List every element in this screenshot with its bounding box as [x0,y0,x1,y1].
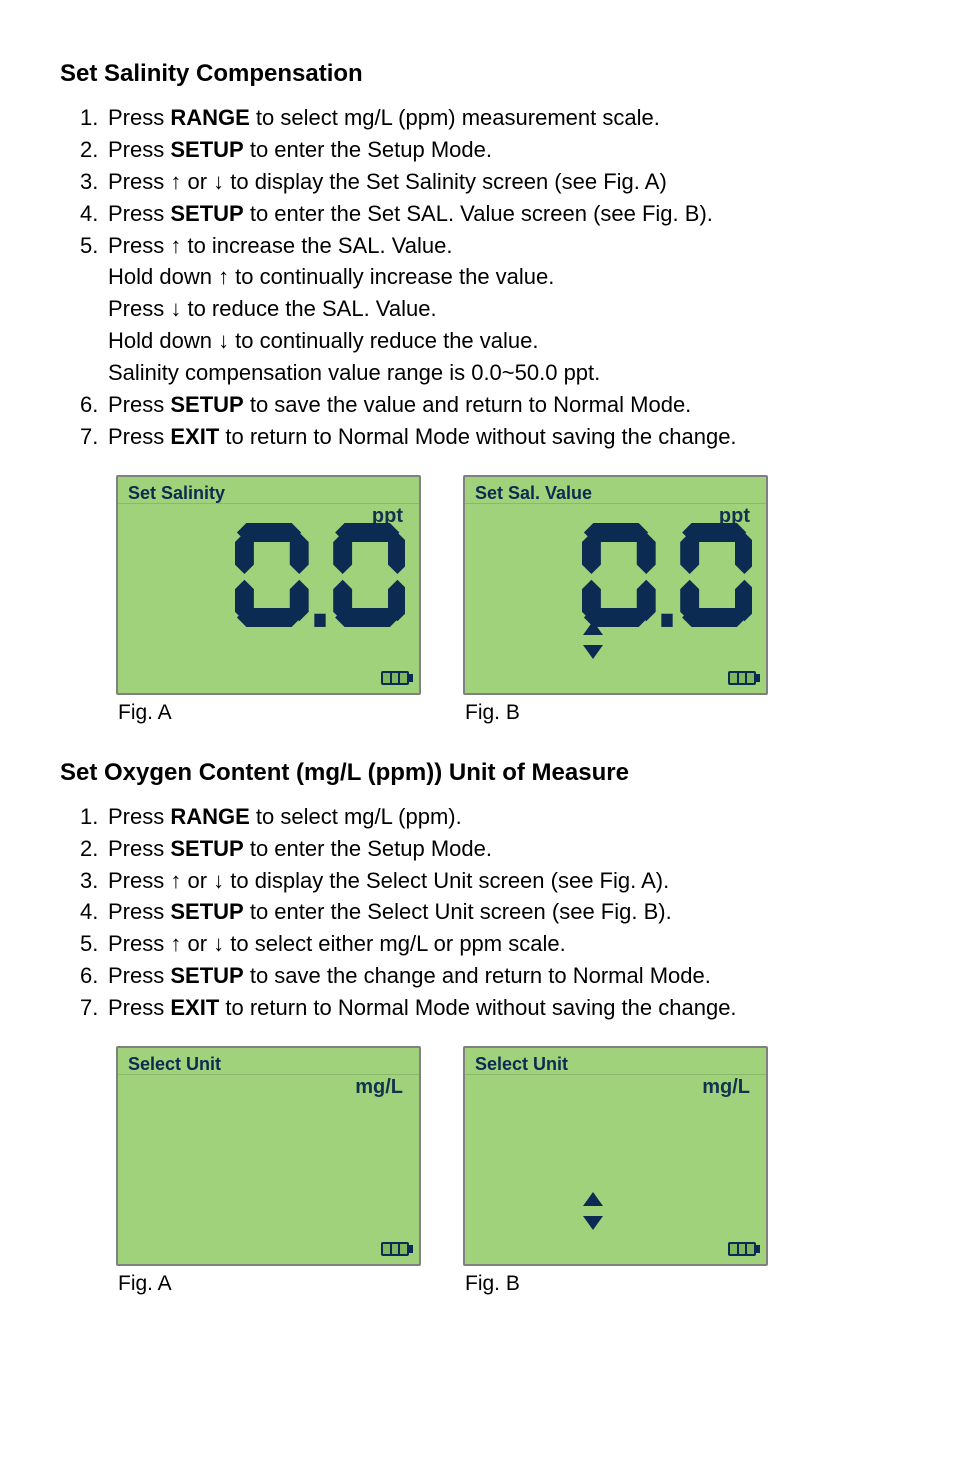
keyword: SETUP [170,137,243,162]
lcd-screen: Select Unit mg/L [463,1046,768,1266]
step-item: 1.Press RANGE to select mg/L (ppm). [80,801,894,833]
step-item: 1.Press RANGE to select mg/L (ppm) measu… [80,102,894,134]
lcd-title: Select Unit [475,1054,568,1075]
keyword: EXIT [170,424,219,449]
lcd-screen: Set Sal. Valueppt [463,475,768,695]
step-item: 2.Press SETUP to enter the Setup Mode. [80,134,894,166]
figure-block-a: Set Salinityppt Fig. A [116,475,421,725]
step-item: 5.Press ↑ to increase the SAL. Value. [80,230,894,262]
arrow-indicator-icon [583,621,603,659]
step-number: 2. [80,833,108,865]
step-text: Press SETUP to save the change and retur… [108,960,894,992]
step-number: 6. [80,960,108,992]
lcd-title: Set Salinity [128,483,225,504]
lcd-value [235,523,405,633]
step-item: 2.Press SETUP to enter the Setup Mode. [80,833,894,865]
keyword: RANGE [170,105,249,130]
step-text: Press EXIT to return to Normal Mode with… [108,992,894,1024]
lcd-unit: mg/L [702,1076,750,1099]
arrow-indicator [583,621,603,659]
step-text: Press SETUP to enter the Select Unit scr… [108,896,894,928]
battery-icon [381,671,409,685]
battery-icon [728,1242,756,1256]
step-number: 3. [80,166,108,198]
keyword: SETUP [170,836,243,861]
section-title: Set Oxygen Content (mg/L (ppm)) Unit of … [60,759,894,787]
step-text: Press SETUP to save the value and return… [108,389,894,421]
figure-caption: Fig. B [465,701,768,725]
step-subtext: Press ↓ to reduce the SAL. Value. [80,293,894,325]
steps-list-1: 1.Press RANGE to select mg/L (ppm) measu… [60,102,894,453]
step-text: Press SETUP to enter the Setup Mode. [108,833,894,865]
seven-segment-display [582,523,752,627]
figure-caption: Fig. A [118,701,421,725]
lcd-screen: Set Salinityppt [116,475,421,695]
step-text: Press ↑ or ↓ to select either mg/L or pp… [108,928,894,960]
step-text: Press SETUP to enter the Set SAL. Value … [108,198,894,230]
keyword: SETUP [170,899,243,924]
step-number: 5. [80,928,108,960]
step-number: 2. [80,134,108,166]
lcd-value [582,523,752,633]
step-number: 7. [80,992,108,1024]
step-item: 3.Press ↑ or ↓ to display the Set Salini… [80,166,894,198]
step-item: 6.Press SETUP to save the value and retu… [80,389,894,421]
lcd-unit: mg/L [355,1076,403,1099]
keyword: EXIT [170,995,219,1020]
keyword: SETUP [170,201,243,226]
battery-icon [728,671,756,685]
step-text: Press SETUP to enter the Setup Mode. [108,134,894,166]
step-item: 3.Press ↑ or ↓ to display the Select Uni… [80,865,894,897]
section-title: Set Salinity Compensation [60,60,894,88]
lcd-title: Select Unit [128,1054,221,1075]
step-number: 5. [80,230,108,262]
battery-icon [381,1242,409,1256]
step-item: 7.Press EXIT to return to Normal Mode wi… [80,992,894,1024]
step-number: 4. [80,198,108,230]
figure-block-a: Select Unit mg/L Fig. A [116,1046,421,1296]
figure-block-b: Set Sal. Valueppt Fig. B [463,475,768,725]
step-text: Press EXIT to return to Normal Mode with… [108,421,894,453]
figure-caption: Fig. A [118,1272,421,1296]
lcd-title: Set Sal. Value [475,483,592,504]
step-item: 4.Press SETUP to enter the Select Unit s… [80,896,894,928]
arrow-indicator [583,1192,603,1230]
step-text: Press RANGE to select mg/L (ppm) measure… [108,102,894,134]
keyword: SETUP [170,392,243,417]
step-item: 7.Press EXIT to return to Normal Mode wi… [80,421,894,453]
step-item: 6.Press SETUP to save the change and ret… [80,960,894,992]
step-text: Press ↑ to increase the SAL. Value. [108,230,894,262]
step-number: 4. [80,896,108,928]
step-item: 5.Press ↑ or ↓ to select either mg/L or … [80,928,894,960]
step-number: 1. [80,801,108,833]
figure-caption: Fig. B [465,1272,768,1296]
arrow-indicator-icon [583,1192,603,1230]
lcd-screen: Select Unit mg/L [116,1046,421,1266]
figure-row-2: Select Unit mg/L Fig. A Select Unit mg/L F… [60,1046,894,1296]
step-number: 1. [80,102,108,134]
step-number: 7. [80,421,108,453]
steps-list-2: 1.Press RANGE to select mg/L (ppm).2.Pre… [60,801,894,1024]
step-subtext: Salinity compensation value range is 0.0… [80,357,894,389]
keyword: SETUP [170,963,243,988]
figure-row-1: Set Salinityppt Fig. A Set Sal. Valueppt [60,475,894,725]
step-subtext: Hold down ↓ to continually reduce the va… [80,325,894,357]
step-text: Press ↑ or ↓ to display the Select Unit … [108,865,894,897]
step-item: 4.Press SETUP to enter the Set SAL. Valu… [80,198,894,230]
step-text: Press RANGE to select mg/L (ppm). [108,801,894,833]
step-number: 3. [80,865,108,897]
step-text: Press ↑ or ↓ to display the Set Salinity… [108,166,894,198]
step-number: 6. [80,389,108,421]
keyword: RANGE [170,804,249,829]
figure-block-b: Select Unit mg/L Fig. B [463,1046,768,1296]
step-subtext: Hold down ↑ to continually increase the … [80,261,894,293]
seven-segment-display [235,523,405,627]
